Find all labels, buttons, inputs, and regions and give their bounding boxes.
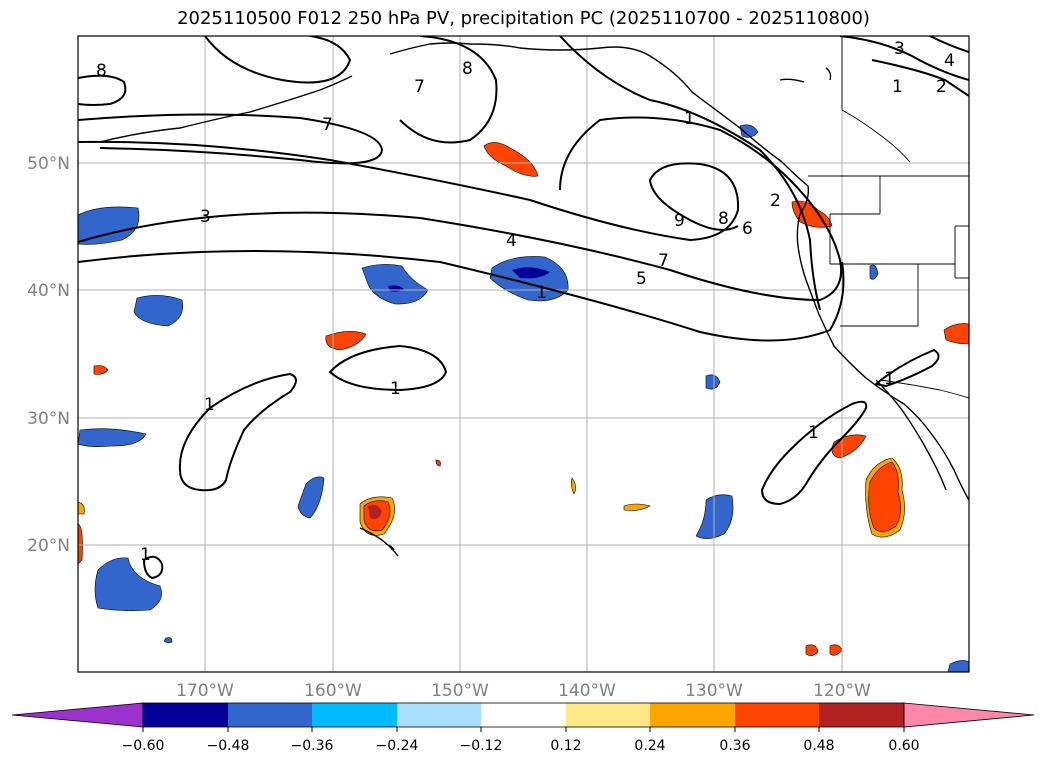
contour-label: 7 <box>414 77 425 97</box>
colorbar-segment <box>228 703 312 727</box>
colorbar-tick-label: 0.60 <box>888 738 919 754</box>
colorbar: −0.60 −0.48 −0.36 −0.24 −0.12 0.12 0.24 … <box>11 702 1035 754</box>
lon-label: 120°W <box>813 681 871 701</box>
lon-label: 150°W <box>431 681 489 701</box>
contour-label: 1 <box>390 379 401 399</box>
precip-positive-areas <box>78 142 969 656</box>
coastlines <box>99 42 969 557</box>
lat-label: 40°N <box>27 281 70 301</box>
colorbar-segment <box>735 703 819 727</box>
colorbar-tick-label: 0.24 <box>634 738 665 754</box>
contour-label: 7 <box>658 251 669 271</box>
colorbar-tick-label: −0.12 <box>460 738 503 754</box>
colorbar-segment <box>397 703 481 727</box>
map-frame <box>77 35 970 673</box>
lon-label: 170°W <box>176 681 234 701</box>
colorbar-tick-label: −0.60 <box>122 738 165 754</box>
colorbar-tick-label: 0.36 <box>719 738 750 754</box>
contour-label: 2 <box>936 77 947 97</box>
contour-label: 8 <box>96 61 107 81</box>
colorbar-extend-right <box>903 702 1035 728</box>
longitude-labels: 170°W 160°W 150°W 140°W 130°W 120°W <box>176 681 871 701</box>
contour-label: 5 <box>636 269 647 289</box>
contour-label: 1 <box>808 423 819 443</box>
colorbar-segment <box>650 703 735 727</box>
contour-label: 7 <box>322 115 333 135</box>
contour-label: 4 <box>506 231 517 251</box>
colorbar-segment <box>312 703 397 727</box>
contour-label: 8 <box>462 59 473 79</box>
contour-label: 3 <box>200 207 211 227</box>
colorbar-segment <box>819 703 904 727</box>
latitude-labels: 50°N 40°N 30°N 20°N <box>27 154 70 556</box>
contour-label: 6 <box>742 219 753 239</box>
contour-label: 4 <box>944 51 955 71</box>
map-title: 2025110500 F012 250 hPa PV, precipitatio… <box>177 8 870 29</box>
contour-label: 2 <box>770 191 781 211</box>
pv-contours <box>78 36 969 580</box>
lon-label: 130°W <box>685 681 743 701</box>
colorbar-segment <box>481 703 566 727</box>
map-panel <box>78 36 969 672</box>
colorbar-tick-label: −0.24 <box>376 738 419 754</box>
colorbar-extend-left <box>11 702 144 728</box>
contour-label: 9 <box>674 211 685 231</box>
colorbar-tick-label: −0.48 <box>207 738 250 754</box>
lat-label: 50°N <box>27 154 70 174</box>
contour-labels: 8 7 8 7 3 4 5 7 9 8 6 2 1 1 1 1 1 1 1 1 … <box>96 39 955 565</box>
colorbar-tick-label: 0.48 <box>803 738 834 754</box>
contour-label: 1 <box>204 395 215 415</box>
contour-label: 3 <box>894 39 905 59</box>
contour-label: 1 <box>884 369 895 389</box>
contour-label: 1 <box>892 77 903 97</box>
colorbar-frame <box>142 702 905 728</box>
lon-label: 140°W <box>558 681 616 701</box>
colorbar-tick-label: −0.36 <box>291 738 334 754</box>
colorbar-segment <box>143 703 228 727</box>
colorbar-segment <box>566 703 650 727</box>
contour-label: 8 <box>718 209 729 229</box>
lon-label: 160°W <box>304 681 362 701</box>
contour-label: 1 <box>140 545 151 565</box>
lat-label: 30°N <box>27 409 70 429</box>
colorbar-tick-label: 0.12 <box>550 738 581 754</box>
contour-label: 1 <box>684 109 695 129</box>
contour-label: 1 <box>536 283 547 303</box>
lat-label: 20°N <box>27 536 70 556</box>
